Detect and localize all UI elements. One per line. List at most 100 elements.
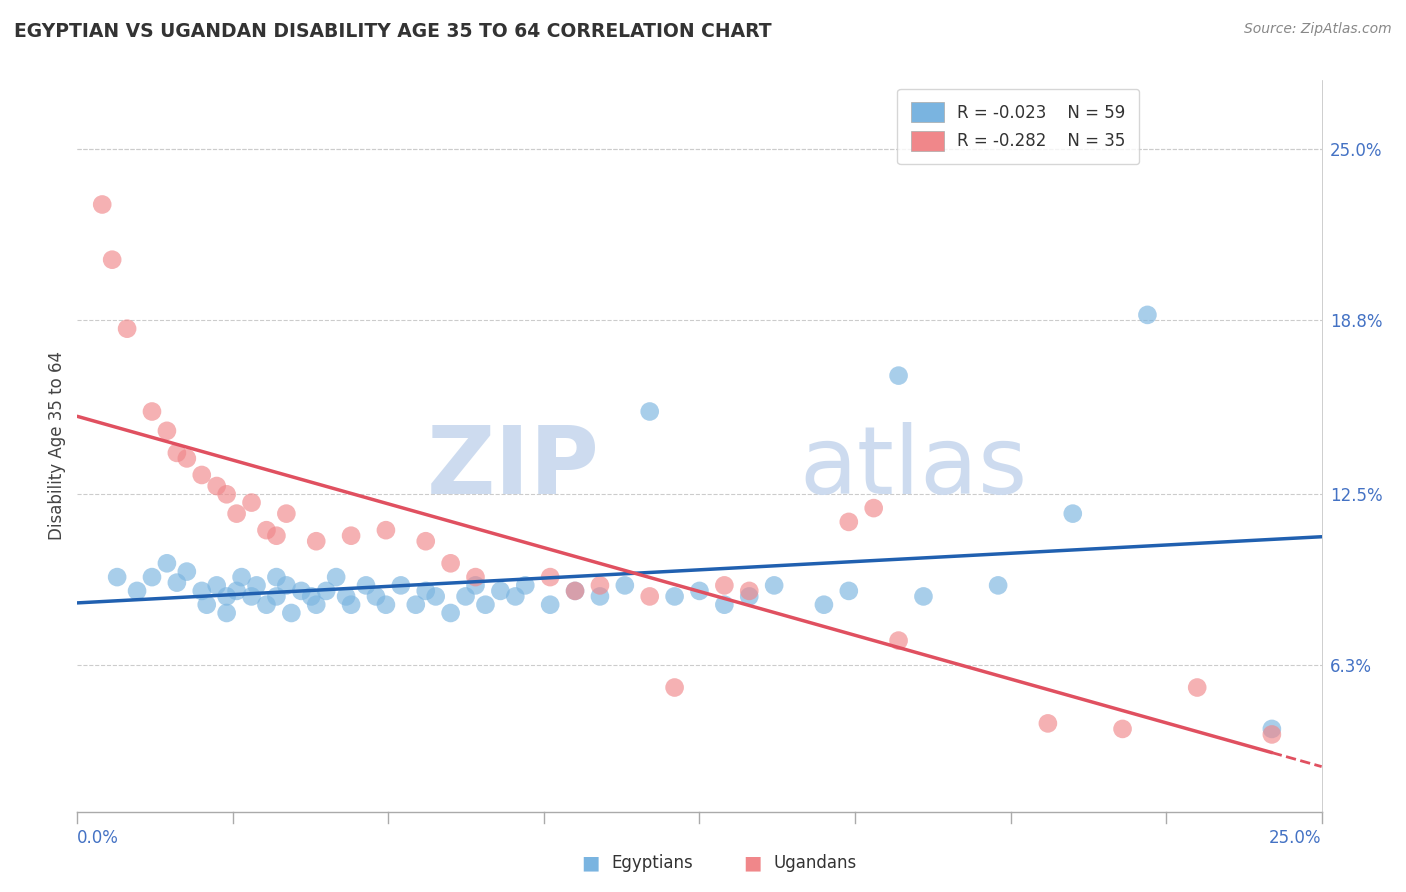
Text: EGYPTIAN VS UGANDAN DISABILITY AGE 35 TO 64 CORRELATION CHART: EGYPTIAN VS UGANDAN DISABILITY AGE 35 TO… — [14, 22, 772, 41]
Text: atlas: atlas — [799, 422, 1028, 514]
Point — [266, 590, 288, 604]
Point — [225, 583, 247, 598]
Point — [1111, 722, 1133, 736]
Point — [195, 598, 218, 612]
Point — [115, 321, 138, 335]
Point — [215, 590, 238, 604]
Point — [538, 570, 561, 584]
Point — [141, 404, 163, 418]
Point — [1036, 716, 1059, 731]
Point — [156, 424, 179, 438]
Point — [340, 529, 363, 543]
Point — [564, 583, 586, 598]
Text: ■: ■ — [581, 853, 600, 872]
Point — [176, 565, 198, 579]
Point — [489, 583, 512, 598]
Point — [664, 590, 686, 604]
Point — [763, 578, 786, 592]
Point — [738, 583, 761, 598]
Point — [225, 507, 247, 521]
Point — [638, 590, 661, 604]
Point — [240, 590, 263, 604]
Point — [440, 557, 463, 571]
Point — [256, 598, 278, 612]
Point — [276, 507, 298, 521]
Point — [454, 590, 477, 604]
Point — [638, 404, 661, 418]
Point — [276, 578, 298, 592]
Point — [405, 598, 427, 612]
Point — [280, 606, 302, 620]
Point — [689, 583, 711, 598]
Point — [176, 451, 198, 466]
Point — [256, 523, 278, 537]
Point — [713, 578, 735, 592]
Point — [231, 570, 253, 584]
Point — [91, 197, 114, 211]
Point — [305, 598, 328, 612]
Point — [299, 590, 322, 604]
Point — [191, 467, 214, 482]
Point — [290, 583, 312, 598]
Point — [838, 515, 860, 529]
Text: 0.0%: 0.0% — [77, 830, 120, 847]
Point — [1136, 308, 1159, 322]
Point — [105, 570, 128, 584]
Point — [215, 606, 238, 620]
Point — [505, 590, 527, 604]
Point — [315, 583, 337, 598]
Point — [340, 598, 363, 612]
Point — [425, 590, 447, 604]
Point — [364, 590, 387, 604]
Point — [589, 590, 612, 604]
Point — [515, 578, 537, 592]
Point — [125, 583, 148, 598]
Point — [887, 633, 910, 648]
Point — [415, 583, 437, 598]
Text: ZIP: ZIP — [427, 422, 600, 514]
Point — [191, 583, 214, 598]
Point — [354, 578, 377, 592]
Point — [564, 583, 586, 598]
Point — [166, 446, 188, 460]
Point — [374, 523, 396, 537]
Text: Egyptians: Egyptians — [612, 854, 693, 871]
Legend: R = -0.023    N = 59, R = -0.282    N = 35: R = -0.023 N = 59, R = -0.282 N = 35 — [897, 88, 1139, 164]
Text: 25.0%: 25.0% — [1270, 830, 1322, 847]
Point — [664, 681, 686, 695]
Point — [912, 590, 935, 604]
Point — [1261, 722, 1284, 736]
Point — [464, 578, 486, 592]
Point — [415, 534, 437, 549]
Point — [1187, 681, 1209, 695]
Point — [245, 578, 267, 592]
Y-axis label: Disability Age 35 to 64: Disability Age 35 to 64 — [48, 351, 66, 541]
Point — [613, 578, 636, 592]
Point — [240, 495, 263, 509]
Text: ■: ■ — [742, 853, 762, 872]
Point — [335, 590, 357, 604]
Point — [813, 598, 835, 612]
Point — [101, 252, 124, 267]
Point — [389, 578, 412, 592]
Point — [325, 570, 347, 584]
Point — [266, 570, 288, 584]
Point — [987, 578, 1010, 592]
Point — [1261, 727, 1284, 741]
Point — [474, 598, 496, 612]
Point — [374, 598, 396, 612]
Point — [141, 570, 163, 584]
Point — [589, 578, 612, 592]
Point — [156, 557, 179, 571]
Point — [538, 598, 561, 612]
Point — [205, 479, 228, 493]
Point — [166, 575, 188, 590]
Text: Ugandans: Ugandans — [773, 854, 856, 871]
Point — [464, 570, 486, 584]
Point — [266, 529, 288, 543]
Point — [205, 578, 228, 592]
Point — [215, 487, 238, 501]
Point — [838, 583, 860, 598]
Point — [440, 606, 463, 620]
Text: Source: ZipAtlas.com: Source: ZipAtlas.com — [1244, 22, 1392, 37]
